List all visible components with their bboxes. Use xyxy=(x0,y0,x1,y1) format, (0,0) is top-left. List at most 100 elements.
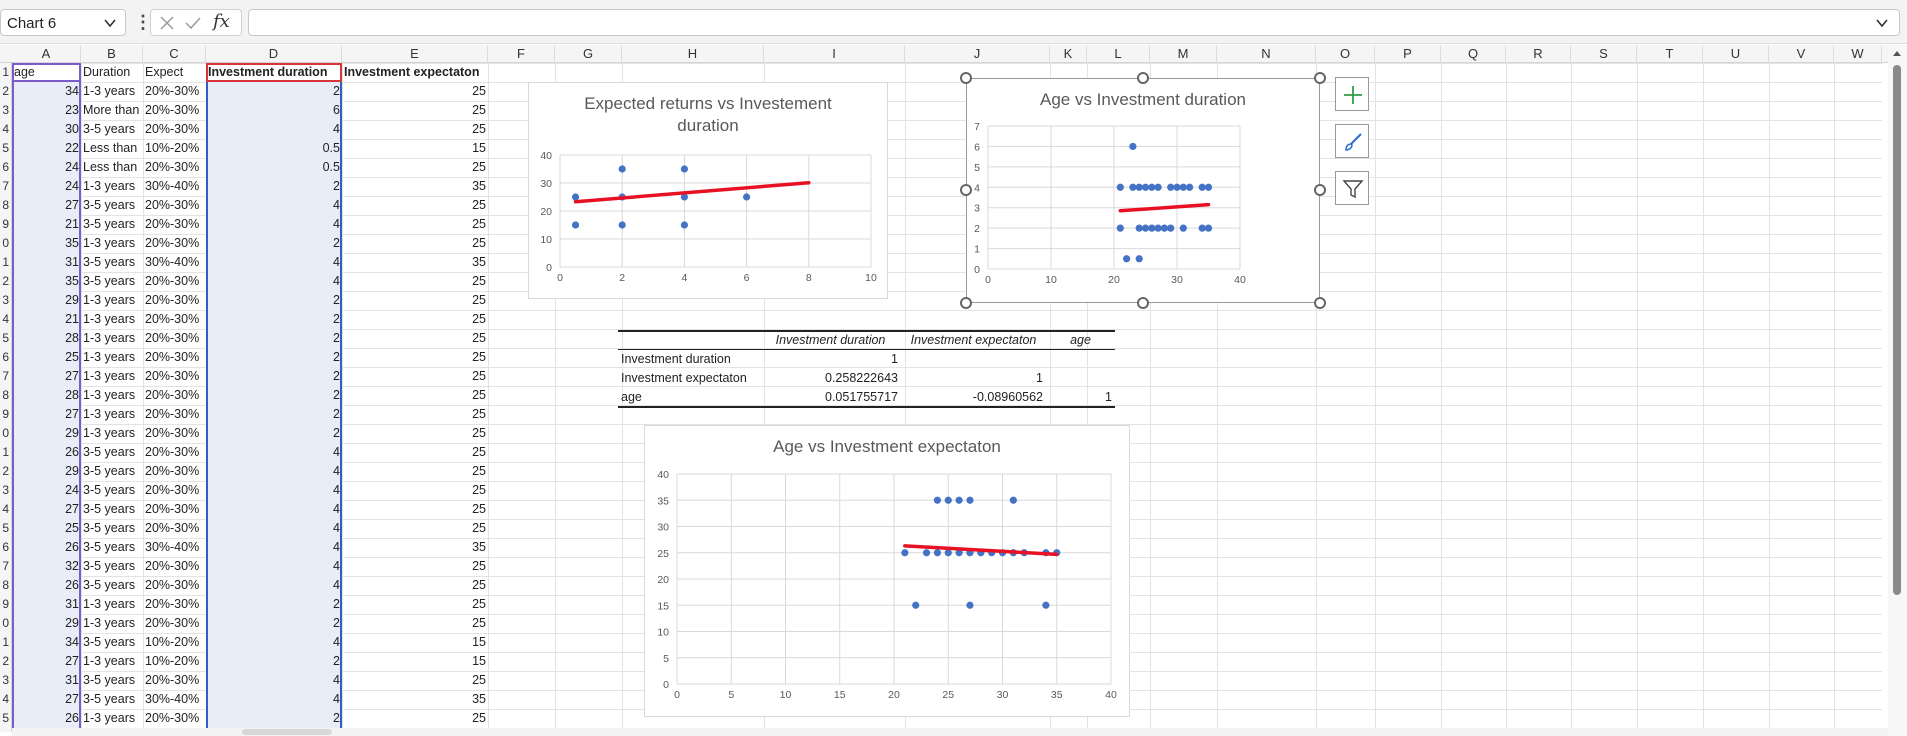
data-cell[interactable]: 4 xyxy=(333,673,340,687)
data-cell[interactable]: 26 xyxy=(65,540,79,554)
data-cell[interactable]: 1-3 years xyxy=(83,350,136,364)
data-point[interactable] xyxy=(1198,224,1206,232)
data-cell[interactable]: 26 xyxy=(65,578,79,592)
row-header[interactable]: 4 xyxy=(2,692,9,706)
data-cell[interactable]: 34 xyxy=(65,84,79,98)
data-cell[interactable]: 3-5 years xyxy=(83,445,136,459)
column-header-f[interactable]: F xyxy=(488,45,555,63)
data-cell[interactable]: 20%-30% xyxy=(145,578,200,592)
data-point[interactable] xyxy=(966,601,974,609)
data-cell[interactable]: 15 xyxy=(472,635,486,649)
data-cell[interactable]: 4 xyxy=(333,122,340,136)
data-point[interactable] xyxy=(1154,224,1162,232)
data-cell[interactable]: 30 xyxy=(65,122,79,136)
data-point[interactable] xyxy=(571,221,580,229)
data-point[interactable] xyxy=(618,221,626,229)
data-cell[interactable]: 1-3 years xyxy=(83,654,136,668)
data-point[interactable] xyxy=(1148,183,1156,191)
correlation-cell[interactable]: age xyxy=(621,390,642,404)
data-cell[interactable]: 1-3 years xyxy=(83,426,136,440)
data-point[interactable] xyxy=(1141,183,1150,191)
data-cell[interactable]: 24 xyxy=(65,179,79,193)
data-cell[interactable]: 25 xyxy=(472,293,486,307)
row-header[interactable]: 2 xyxy=(2,274,9,288)
row-header[interactable]: 5 xyxy=(2,331,9,345)
correlation-cell[interactable]: 1 xyxy=(1036,371,1043,385)
data-point[interactable] xyxy=(955,549,963,557)
data-cell[interactable]: 3-5 years xyxy=(83,255,136,269)
data-cell[interactable]: 3-5 years xyxy=(83,559,136,573)
column-header-g[interactable]: G xyxy=(555,45,622,63)
correlation-cell[interactable]: -0.08960562 xyxy=(972,390,1043,404)
column-header-m[interactable]: M xyxy=(1150,45,1217,63)
data-cell[interactable]: 2 xyxy=(333,312,340,326)
data-cell[interactable]: 29 xyxy=(65,464,79,478)
data-cell[interactable]: 1-3 years xyxy=(83,84,136,98)
correlation-cell[interactable]: 1 xyxy=(1105,390,1112,404)
data-cell[interactable]: More than xyxy=(83,103,140,117)
resize-handle[interactable] xyxy=(960,184,972,196)
correlation-cell[interactable] xyxy=(1046,350,1115,369)
data-cell[interactable]: 20%-30% xyxy=(145,312,200,326)
data-cell[interactable]: 20%-30% xyxy=(145,331,200,345)
data-point[interactable] xyxy=(1167,183,1175,191)
data-cell[interactable]: 2 xyxy=(333,331,340,345)
data-cell[interactable]: 22 xyxy=(65,141,79,155)
name-box[interactable]: Chart 6 xyxy=(0,9,126,36)
scrollbar-thumb[interactable] xyxy=(242,729,332,735)
chart-age-vs-investment-expectaton[interactable]: Age vs Investment expectaton 0 5 10 15 20 25 3… xyxy=(644,425,1130,717)
chart-styles-button[interactable] xyxy=(1335,124,1369,158)
column-header-e[interactable]: E xyxy=(342,45,488,63)
data-cell[interactable]: 25 xyxy=(472,103,486,117)
data-cell[interactable]: 25 xyxy=(472,597,486,611)
data-cell[interactable]: 30%-40% xyxy=(145,692,200,706)
data-cell[interactable]: 25 xyxy=(472,350,486,364)
data-cell[interactable]: 25 xyxy=(472,502,486,516)
data-cell[interactable]: 30%-40% xyxy=(145,255,200,269)
data-cell[interactable]: 4 xyxy=(333,217,340,231)
data-point[interactable] xyxy=(933,496,941,504)
data-cell[interactable]: 35 xyxy=(472,255,486,269)
data-cell[interactable]: 2 xyxy=(333,654,340,668)
more-options-icon[interactable]: ⋮ xyxy=(134,12,152,32)
column-header-q[interactable]: Q xyxy=(1441,45,1506,63)
data-cell[interactable]: 20%-30% xyxy=(145,122,200,136)
column-header-i[interactable]: I xyxy=(764,45,905,63)
data-point[interactable] xyxy=(1148,224,1156,232)
data-cell[interactable]: 6 xyxy=(333,103,340,117)
data-point[interactable] xyxy=(1179,224,1187,232)
column-header-k[interactable]: K xyxy=(1050,45,1087,63)
correlation-cell[interactable] xyxy=(1046,369,1115,388)
data-point[interactable] xyxy=(1204,224,1213,232)
data-cell[interactable]: 2 xyxy=(333,711,340,725)
data-cell[interactable]: 1-3 years xyxy=(83,312,136,326)
data-cell[interactable]: 4 xyxy=(333,255,340,269)
data-cell[interactable]: 15 xyxy=(472,141,486,155)
data-cell[interactable]: 1-3 years xyxy=(83,293,136,307)
column-header-t[interactable]: T xyxy=(1637,45,1703,63)
horizontal-scrollbar[interactable] xyxy=(12,728,1888,736)
data-cell[interactable]: 4 xyxy=(333,692,340,706)
data-cell[interactable]: 1-3 years xyxy=(83,711,136,725)
data-cell[interactable]: 20%-30% xyxy=(145,711,200,725)
data-cell[interactable]: 25 xyxy=(472,331,486,345)
header-cell[interactable]: Duration xyxy=(83,65,131,79)
data-point[interactable] xyxy=(1009,496,1017,504)
correlation-cell[interactable]: 0.258222643 xyxy=(825,371,898,385)
column-header-d[interactable]: D xyxy=(206,45,342,63)
data-cell[interactable]: 25 xyxy=(472,388,486,402)
data-cell[interactable]: 4 xyxy=(333,464,340,478)
data-cell[interactable]: 35 xyxy=(472,179,486,193)
data-cell[interactable]: 21 xyxy=(65,217,79,231)
data-cell[interactable]: 25 xyxy=(65,521,79,535)
data-cell[interactable]: 25 xyxy=(472,578,486,592)
trendline[interactable] xyxy=(903,544,1059,557)
data-cell[interactable]: 32 xyxy=(65,559,79,573)
data-point[interactable] xyxy=(944,496,952,504)
data-point[interactable] xyxy=(955,496,963,504)
row-header[interactable]: 8 xyxy=(2,198,9,212)
data-cell[interactable]: 1-3 years xyxy=(83,236,136,250)
data-point[interactable] xyxy=(1116,224,1124,232)
data-point[interactable] xyxy=(743,193,751,201)
resize-handle[interactable] xyxy=(1314,184,1326,196)
